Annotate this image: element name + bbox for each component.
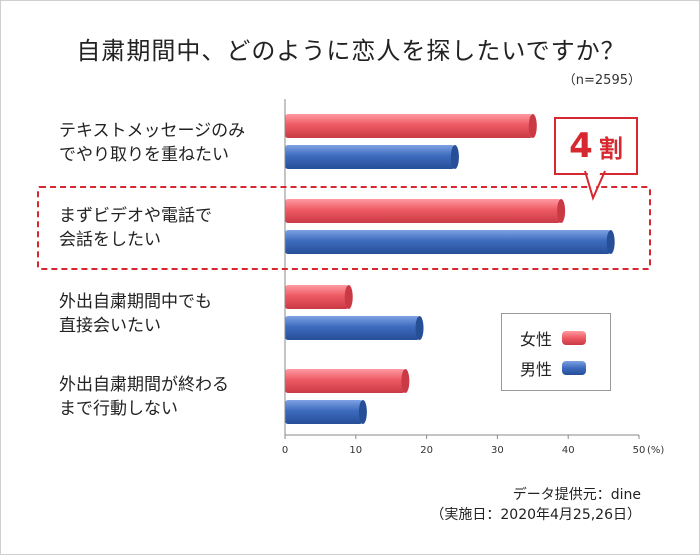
category-label-line: 会話をしたい [59,230,161,250]
category-label-wait: 外出自粛期間が終わる まで行動しない [59,373,284,421]
bar-male-body [285,400,363,424]
x-tick-label: 30 [491,445,504,456]
bar-female [285,285,353,309]
bar-male [285,145,459,169]
category-label-line: まで行動しない [59,399,178,419]
bar-male [285,400,367,424]
x-tick-label: 0 [282,445,288,456]
bar-male-cap [358,400,367,424]
category-label-line: 外出自粛期間が終わる [59,375,229,395]
bar-male-cap [415,316,424,340]
bar-male-cap [450,145,459,169]
x-tick-label: 20 [420,445,433,456]
bar-female [285,199,566,223]
bar-female-cap [401,369,410,393]
bar-male [285,316,424,340]
legend-label-male: 男性 [520,360,553,379]
category-label-meet-in-person: 外出自粛期間中でも 直接会いたい [59,290,284,338]
sample-size: （n=2595） [562,73,641,88]
legend: 女性 男性 [501,313,611,391]
bar-female-body [285,285,349,309]
bar-male-body [285,145,455,169]
bar-male-body [285,230,611,254]
bar-female-body [285,199,562,223]
category-label-line: まずビデオや電話で [59,206,212,226]
legend-swatch-male [562,361,587,375]
callout-unit: 割 [598,134,623,163]
callout-number: 4 [569,126,593,166]
chart-title: 自粛期間中、どのように恋人を探したいですか？ [76,37,626,65]
bar-female-cap [557,199,566,223]
legend-swatch-female [562,331,587,345]
x-tick-label: 40 [562,445,575,456]
source-provider: データ提供元：dine [512,487,641,503]
x-axis-unit: (%) [647,445,664,456]
category-label-video-call: まずビデオや電話で 会話をしたい [59,204,284,252]
bar-female [285,369,410,393]
category-label-text-only: テキストメッセージのみ でやり取りを重ねたい [59,119,284,167]
x-tick-label: 50 [633,445,646,456]
x-tick-label: 10 [349,445,362,456]
bar-female [285,114,537,138]
category-label-line: でやり取りを重ねたい [59,145,229,165]
source-date: （実施日：2020年4月25,26日） [430,507,641,523]
bar-female-cap [528,114,537,138]
source-note: データ提供元：dine （実施日：2020年4月25,26日） [430,485,641,525]
bar-male-cap [606,230,615,254]
category-label-line: テキストメッセージのみ [59,121,246,141]
bar-female-body [285,369,406,393]
legend-label-female: 女性 [520,330,553,349]
legend-item-female: 女性 [520,326,587,350]
bar-male [285,230,615,254]
legend-item-male: 男性 [520,356,587,380]
highlight-box [37,186,651,270]
category-label-line: 直接会いたい [59,316,161,336]
bar-female-cap [344,285,353,309]
bar-female-body [285,114,533,138]
bar-male-body [285,316,420,340]
category-label-line: 外出自粛期間中でも [59,292,212,312]
